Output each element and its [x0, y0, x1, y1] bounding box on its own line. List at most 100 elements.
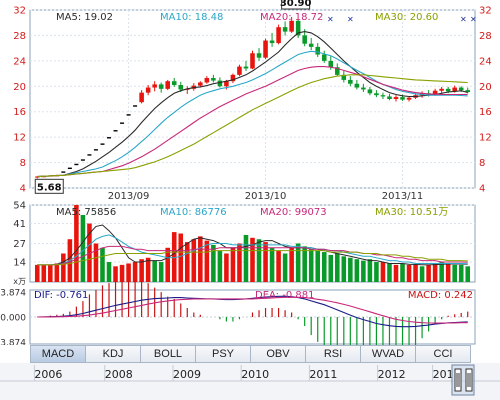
volume-bar: [237, 243, 242, 282]
price-ytick-right: 4: [479, 184, 485, 195]
volume-bar: [256, 239, 262, 282]
timeline-year-label: 2010: [241, 368, 269, 381]
volume-bar: [158, 262, 164, 282]
candle-body: [315, 46, 321, 55]
volume-bar: [145, 257, 151, 282]
volume-bar: [380, 262, 386, 282]
timeline-drag-handle[interactable]: [465, 368, 473, 392]
price-xtick: 2013/09: [108, 191, 150, 202]
candle-body: [295, 20, 301, 36]
candle-body: [452, 87, 457, 92]
volume-bar: [354, 259, 360, 282]
price-legend-ma5: MA5: 19.02: [56, 12, 113, 23]
macd-ytick: 3.874: [0, 289, 26, 299]
volume-bar: [269, 247, 275, 282]
volume-bar: [61, 253, 66, 282]
price-ytick-right: 28: [479, 31, 492, 42]
volume-bar: [419, 266, 425, 282]
price-ma30-line: [37, 74, 468, 178]
candle-body: [367, 89, 373, 94]
volume-bar: [100, 247, 105, 282]
volume-ytick: 14: [13, 258, 26, 269]
candle-body: [178, 85, 184, 90]
price-xtick: 2013/10: [245, 191, 287, 202]
timeline-scrollbar[interactable]: 2006 2008 2009 2010 2011 2012 201: [0, 363, 500, 400]
volume-bar: [432, 263, 438, 282]
volume-bar: [367, 259, 373, 282]
candle-body: [34, 176, 40, 178]
candle-body: [361, 87, 366, 90]
tab-rsi[interactable]: RSI: [305, 345, 361, 363]
macd-legend-dif: DIF: -0.761: [34, 290, 88, 301]
volume-bar: [54, 263, 60, 282]
tab-boll[interactable]: BOLL: [140, 345, 196, 363]
volume-bar: [74, 205, 79, 282]
price-ytick-right: 32: [479, 6, 492, 17]
volume-bar: [335, 253, 340, 282]
chart-canvas: 32 32 28 28 24 24 20 20 16 16 12 12 8 8 4 4 2013/09 2013/…: [0, 0, 492, 346]
volume-legend-ma20: MA20: 99073: [260, 207, 327, 218]
candle-body: [380, 95, 386, 97]
tab-macd[interactable]: MACD: [30, 345, 86, 363]
volume-bar: [126, 263, 131, 282]
macd-legend-macd: MACD: 0.242: [408, 290, 473, 301]
volume-bar: [178, 233, 184, 282]
volume-ma30-line: [37, 250, 468, 266]
volume-bar: [211, 244, 216, 282]
price-ytick-right: 8: [479, 158, 485, 169]
volume-bar: [224, 253, 229, 282]
volume-bar: [165, 247, 170, 282]
tab-cci[interactable]: CCI: [415, 345, 471, 363]
candle-body: [198, 82, 203, 86]
candle-body: [289, 20, 294, 32]
candle-body: [348, 79, 353, 84]
volume-bar: [348, 257, 353, 282]
price-ma10-line: [37, 50, 468, 178]
candle-body: [282, 27, 288, 32]
timeline-year-label: 2009: [173, 368, 201, 381]
volume-bar: [361, 260, 366, 282]
volume-bar: [48, 264, 53, 282]
volume-bar: [426, 264, 431, 282]
candle-body: [139, 92, 144, 103]
price-xtick: 2013/11: [382, 191, 424, 202]
volume-bar: [308, 249, 314, 282]
timeline-year-label: 2008: [105, 368, 133, 381]
volume-bar: [289, 247, 294, 282]
volume-bar: [276, 250, 281, 282]
macd-ytick: -3.874: [0, 339, 26, 346]
volume-bar: [406, 264, 412, 282]
volume-bar: [465, 266, 471, 282]
price-legend-ma30: MA30: 20.60: [375, 12, 438, 23]
volume-bar: [204, 240, 210, 282]
price-ytick-left: 16: [13, 107, 26, 118]
timeline-year-label: 2006: [34, 368, 62, 381]
candle-body: [374, 93, 379, 96]
tab-obv[interactable]: OBV: [250, 345, 306, 363]
candle-body: [400, 97, 405, 100]
price-ytick-left: 20: [13, 82, 26, 93]
price-callout-label: 5.68: [37, 182, 62, 193]
candle-body: [250, 53, 255, 69]
candle-body: [432, 90, 438, 95]
tab-kdj[interactable]: KDJ: [85, 345, 141, 363]
volume-bar: [321, 252, 327, 282]
volume-bar: [80, 214, 86, 282]
candle-body: [230, 74, 236, 82]
tab-wvad[interactable]: WVAD: [360, 345, 416, 363]
price-ytick-left: 28: [13, 31, 26, 42]
volume-ma20-line: [37, 245, 468, 266]
price-ytick-left: 32: [13, 6, 26, 17]
volume-bar: [295, 243, 301, 282]
volume-bar: [439, 262, 444, 282]
macd-legend-dea: DEA: -0.881: [255, 290, 314, 301]
tab-psy[interactable]: PSY: [195, 345, 251, 363]
candle-body: [335, 67, 340, 75]
price-ytick-right: 12: [479, 133, 492, 144]
volume-bar: [171, 232, 177, 282]
price-ma20-line: [37, 66, 468, 178]
volume-bar: [191, 239, 197, 282]
timeline-drag-handle[interactable]: [454, 368, 462, 392]
price-legend-ma20: MA20: 18.72: [260, 12, 323, 23]
pin-icon: ✕: [460, 15, 467, 24]
